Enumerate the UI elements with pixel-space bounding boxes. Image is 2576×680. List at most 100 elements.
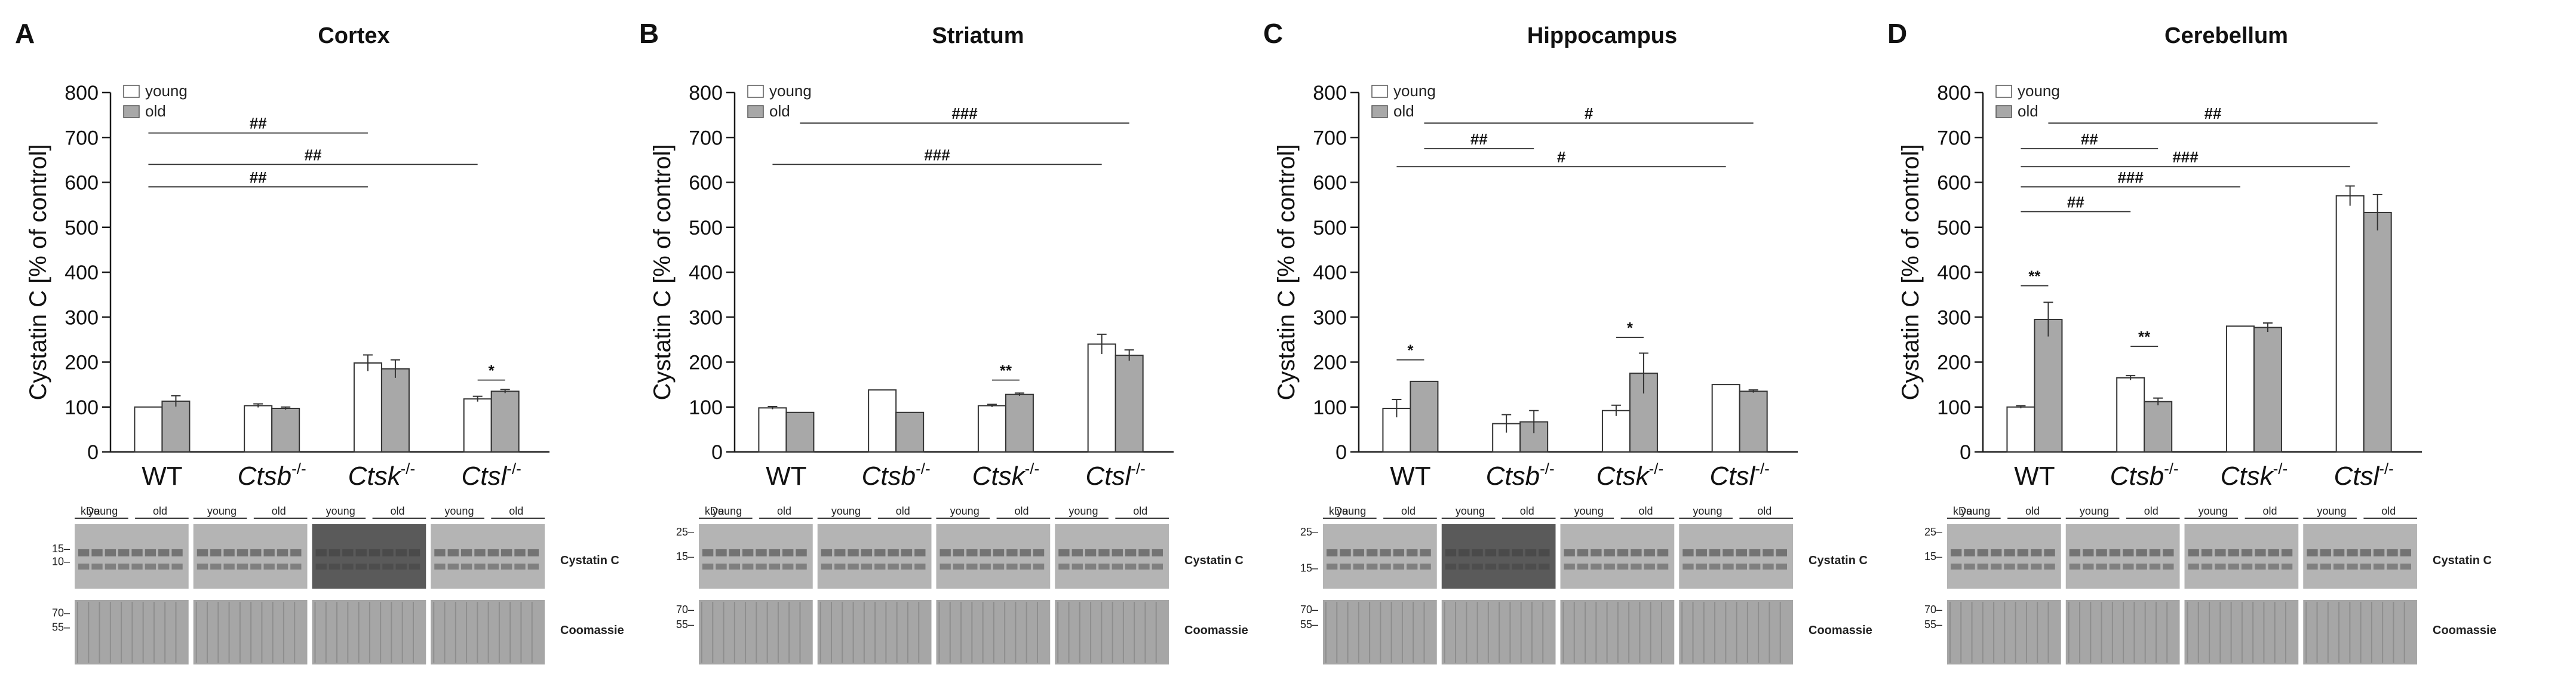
bar-young <box>1601 410 1631 453</box>
blot-lane-stripe <box>358 602 360 663</box>
blot-band <box>2307 564 2318 570</box>
blot-band <box>2255 564 2266 570</box>
blot-band <box>2163 549 2174 556</box>
y-tick-label: 0 <box>1960 441 1971 464</box>
genotype-label: Ctsb-/- <box>1486 460 1555 491</box>
significance-label: ### <box>2117 168 2144 186</box>
legend-swatch-young <box>1995 85 2012 98</box>
genotype-label: Ctsl-/- <box>462 460 521 491</box>
ladder-label: 70– <box>1300 604 1318 616</box>
y-tick-label: 500 <box>1937 217 1971 239</box>
legend-swatch-old <box>123 105 140 118</box>
blot-lane-stripe <box>1736 602 1737 663</box>
y-tick-label: 100 <box>1313 396 1347 419</box>
blot-label-coomassie: Coomassie <box>2433 624 2497 637</box>
blot-band <box>277 549 288 556</box>
blot-band <box>1977 564 1989 570</box>
blot-band <box>2201 564 2213 570</box>
blot-old-label: old <box>1401 505 1416 517</box>
blot-band <box>939 564 951 570</box>
blot-old-label: old <box>777 505 791 517</box>
blot-lane-stripe <box>391 602 392 663</box>
blot-band <box>716 564 727 570</box>
blot-lane-stripe <box>745 602 747 663</box>
blot-lane-stripe <box>347 602 349 663</box>
legend-label-young: young <box>769 82 812 100</box>
blot-band <box>716 549 727 556</box>
blot-band <box>2228 564 2239 570</box>
blot-lane-stripe <box>1413 602 1414 663</box>
kda-label: kDa <box>705 505 724 517</box>
ladder-label: 70– <box>1924 604 1942 616</box>
blot-lane-stripe <box>1369 602 1371 663</box>
blot-band <box>1112 549 1123 556</box>
blot-band <box>848 564 859 570</box>
blot-band <box>1644 549 1655 556</box>
blot-band <box>501 549 512 556</box>
y-tick-label: 200 <box>65 352 99 374</box>
blot-band <box>395 549 407 556</box>
blot-band <box>702 564 714 570</box>
ladder-label: 10– <box>52 556 70 568</box>
blot-band <box>1340 564 1351 570</box>
blot-band <box>1644 564 1655 570</box>
blot-old-label: old <box>272 505 286 517</box>
blot-lane-stripe <box>1144 602 1146 663</box>
kda-label: kDa <box>81 505 100 517</box>
blot-lane-stripe <box>2349 602 2351 663</box>
blot-band <box>382 564 394 570</box>
blot-lane-stripe <box>949 602 951 663</box>
blot-lane-stripe <box>1692 602 1694 663</box>
blot-lane-stripe <box>1390 602 1392 663</box>
blot-lane-stripe <box>1444 602 1445 663</box>
y-tick-label: 0 <box>1335 441 1347 464</box>
blot-band <box>223 549 235 556</box>
blot-band <box>105 564 116 570</box>
blot-band <box>237 564 248 570</box>
blot-band <box>1112 564 1123 570</box>
blot-band <box>2281 564 2293 570</box>
blot-band <box>409 564 420 570</box>
blot-band <box>2123 564 2134 570</box>
blot-lane-stripe <box>2371 602 2372 663</box>
blot-band <box>2320 564 2331 570</box>
blot-lane-stripe <box>1562 602 1564 663</box>
blot-band <box>1367 549 1378 556</box>
ladder-label: 55– <box>1924 619 1942 630</box>
significance-label: ### <box>2172 148 2199 166</box>
y-tick-label: 300 <box>65 306 99 329</box>
blot-band <box>355 549 367 556</box>
blot-band <box>848 549 859 556</box>
blot-band <box>901 564 913 570</box>
y-tick-label: 400 <box>689 261 723 284</box>
blot-band <box>993 564 1005 570</box>
bar-old <box>380 368 410 453</box>
blot-band <box>2109 549 2121 556</box>
blot-band <box>91 549 103 556</box>
blot-band <box>1951 564 1962 570</box>
blot-band <box>1485 564 1497 570</box>
blot-lane-stripe <box>131 602 133 663</box>
bar-old <box>271 408 300 453</box>
blot-lane-stripe <box>1585 602 1586 663</box>
blot-band <box>1071 564 1083 570</box>
blot-lane-stripe <box>207 602 208 663</box>
blot-lane-stripe <box>314 602 316 663</box>
blot-lane-stripe <box>239 602 241 663</box>
bar-young <box>2225 325 2255 453</box>
blot-old-label: old <box>2263 505 2277 517</box>
blot-band <box>196 549 208 556</box>
blot-label-coomassie: Coomassie <box>560 624 624 637</box>
blot-band <box>1682 549 1694 556</box>
blot-lane-stripe <box>250 602 252 663</box>
blot-band <box>1525 564 1537 570</box>
blot-band <box>2031 564 2042 570</box>
blot-young-label: young <box>950 505 980 517</box>
blot-band <box>145 549 156 556</box>
ladder-label: 55– <box>1300 619 1318 630</box>
blot-lane-stripe <box>2360 602 2362 663</box>
blot-lane-stripe <box>960 602 962 663</box>
blot-band <box>487 549 499 556</box>
blot-lane-stripe <box>2316 602 2318 663</box>
